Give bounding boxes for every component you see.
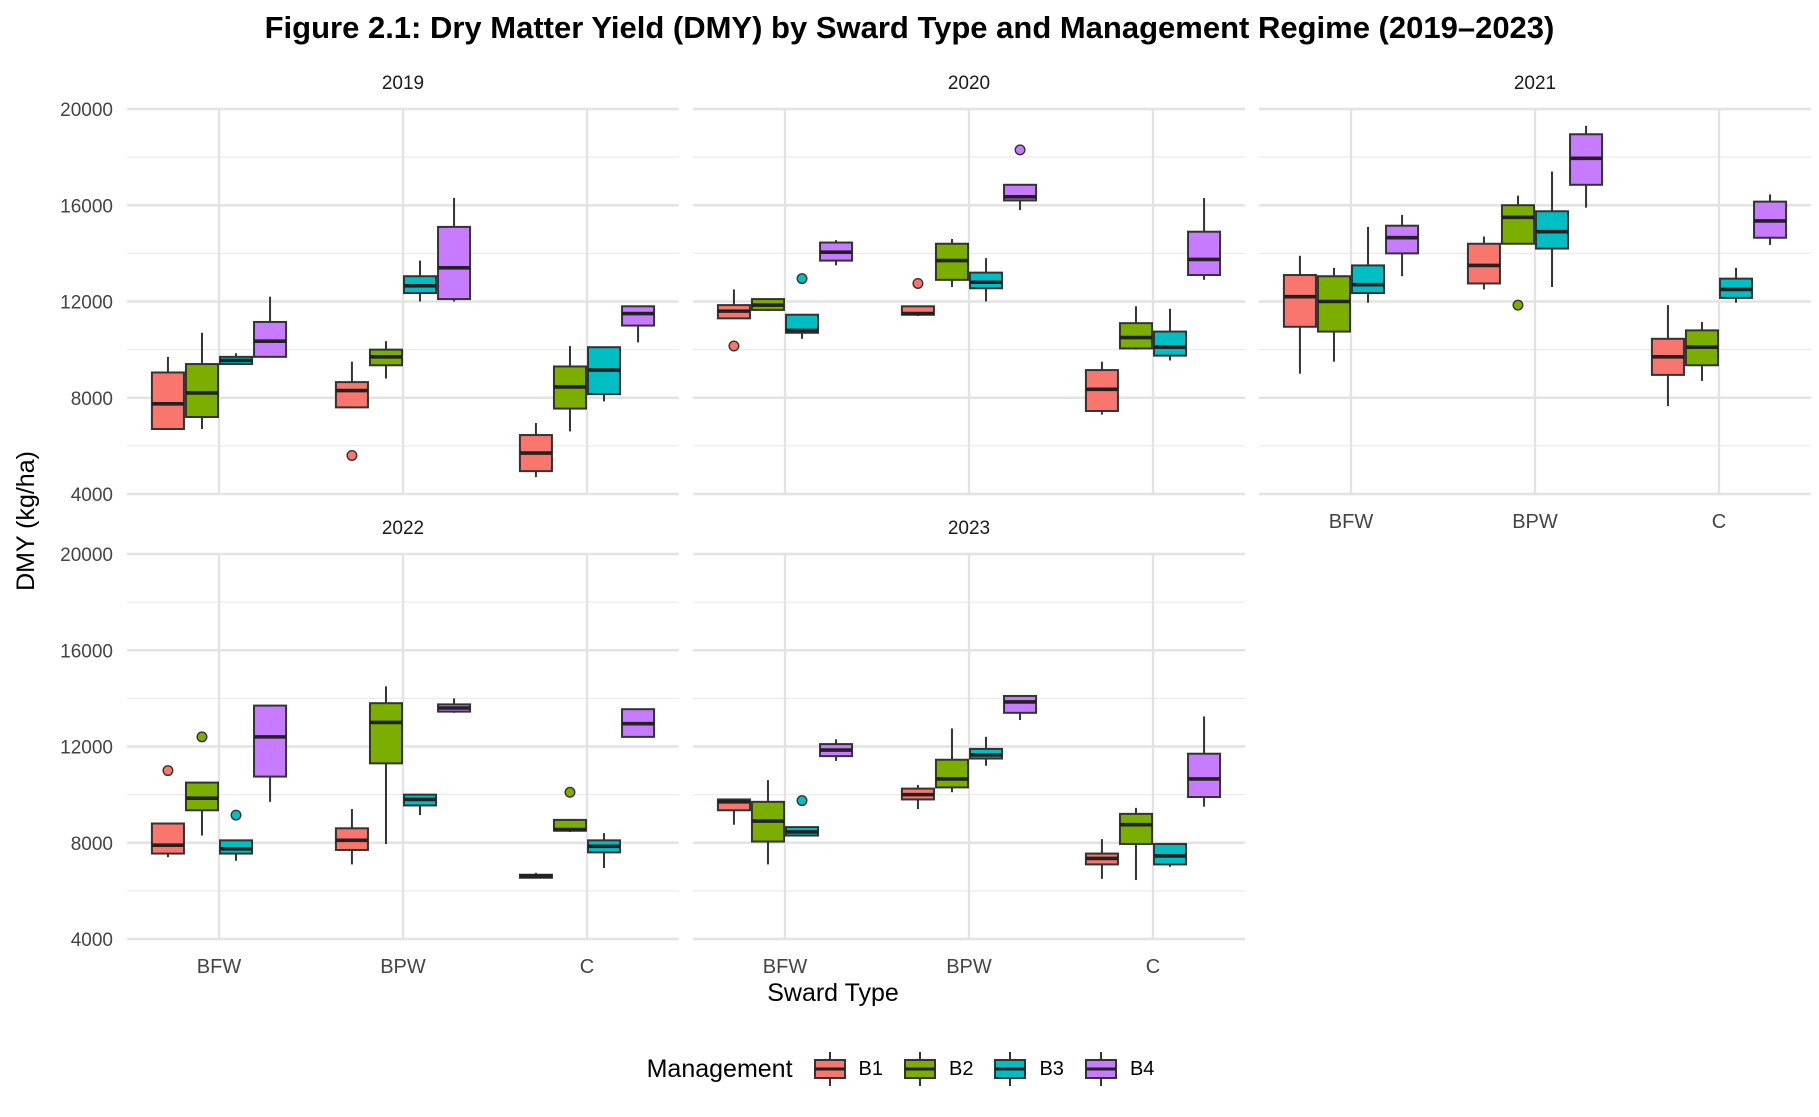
- panel-2023-bpw-b4-box: [1003, 694, 1038, 714]
- panel-2023-bfw-b1-box: [716, 798, 751, 812]
- panel-2020-bpw-b4-outlier: [1014, 144, 1026, 156]
- panel-2019-y-tick-label: 4000: [71, 485, 113, 506]
- panel-2020-strip-label: 2020: [948, 73, 990, 94]
- panel-2021-bfw-b1-box: [1282, 274, 1317, 328]
- x-axis-title: Sward Type: [767, 979, 899, 1007]
- panel-2023-x-tick-label: BPW: [946, 956, 992, 978]
- panel-2022-y-tick-label: 16000: [60, 641, 113, 662]
- y-axis-title: DMY (kg/ha): [12, 451, 40, 591]
- panel-2022-x-tick-label: BPW: [380, 956, 426, 978]
- panel-2021-bpw-b1-box: [1466, 242, 1501, 285]
- panel-2023-c-b3-box: [1153, 842, 1188, 866]
- panel-2022-x-tick-label: BFW: [197, 956, 242, 978]
- panel-2021-x-tick-label: C: [1712, 511, 1726, 533]
- panel-2022-y-tick-label: 12000: [60, 738, 113, 759]
- panel-2022-bfw-b1-box: [150, 822, 185, 855]
- panel-2022-y-tick-label: 4000: [71, 930, 113, 951]
- legend-item-b4: B4: [1082, 1051, 1154, 1087]
- panel-2022-bfw-b2-box: [184, 781, 220, 812]
- panel-2020-bpw-b3-box: [969, 271, 1004, 290]
- legend-key-b3: [994, 1052, 1027, 1086]
- panel-2022-bfw-b3-outlier: [230, 809, 242, 821]
- panel-2019-bfw-b4-box: [253, 320, 288, 358]
- panel-2021-x-tick-label: BFW: [1329, 511, 1374, 533]
- legend-key-b2: [904, 1052, 936, 1086]
- panel-2022-bfw-b1-outlier: [162, 765, 174, 777]
- legend-label-b3: B3: [1039, 1057, 1064, 1080]
- panel-2020-c-b3-box: [1153, 330, 1188, 357]
- legend-item-b2: B2: [901, 1051, 973, 1087]
- panel-2022-y-tick-label: 8000: [71, 834, 113, 855]
- panel-2019-y-tick-label: 20000: [60, 100, 113, 121]
- panel-2023-c-b4-box: [1187, 752, 1222, 799]
- legend-label-b2: B2: [949, 1057, 974, 1080]
- panel-2020-bfw-b3-box: [785, 313, 820, 334]
- panel-2019-bpw-b1-outlier: [346, 450, 358, 462]
- panel-2023-c-b2-box: [1118, 812, 1153, 845]
- legend-item-b1: B1: [811, 1051, 883, 1087]
- panel-2022-strip-label: 2022: [382, 518, 424, 539]
- panel-2019-bfw-b2-box: [184, 363, 220, 418]
- legend: Management B1 B2 B3 B4: [0, 1049, 1819, 1089]
- panel-2021-strip-label: 2021: [1514, 73, 1556, 94]
- panel-2023-bfw-b3-outlier: [796, 795, 808, 807]
- panel-2019-bpw-b1-box: [334, 381, 369, 409]
- panel-2020-bpw-b1-outlier: [912, 277, 924, 289]
- panel-2019-y-tick-label: 16000: [60, 196, 113, 217]
- legend-key-b4: [1084, 1052, 1117, 1086]
- panel-2019-y-tick-label: 12000: [60, 293, 113, 314]
- chart-title: Figure 2.1: Dry Matter Yield (DMY) by Sw…: [264, 10, 1555, 45]
- panel-2021-bfw-b3-box: [1351, 264, 1386, 295]
- panel-2020-bfw-b3-outlier: [796, 273, 808, 285]
- panel-2019-c-b4-box: [621, 305, 656, 327]
- legend-label-b1: B1: [858, 1057, 883, 1080]
- panel-2020-bfw-b1-outlier: [728, 340, 740, 352]
- panel-2021-bpw-b2-outlier: [1512, 299, 1524, 311]
- panel-2019-bfw-b1-box: [150, 371, 185, 431]
- panel-2021-bfw-b4-box: [1385, 224, 1420, 255]
- panel-2022-bfw-b3-box: [219, 839, 254, 855]
- panel-2022-y-tick-label: 20000: [60, 545, 113, 566]
- panel-2022-bfw-b2-outlier: [196, 731, 208, 743]
- panel-2020-c-b4-box: [1187, 230, 1222, 277]
- panel-2021-bpw-b2-box: [1500, 204, 1535, 245]
- panel-2021-bpw-b3-box: [1535, 210, 1570, 250]
- panel-2023-bpw-b2-box: [934, 758, 970, 789]
- panel-2021-x-tick-label: BPW: [1512, 511, 1558, 533]
- panel-2022-c-b2-outlier: [564, 786, 576, 798]
- panel-2023-strip-label: 2023: [948, 518, 990, 539]
- panel-2019-y-tick-label: 8000: [71, 389, 113, 410]
- panel-2022-x-tick-label: C: [580, 956, 594, 978]
- panel-2020-c-b2-box: [1118, 322, 1153, 350]
- panel-2023-x-tick-label: C: [1146, 956, 1160, 978]
- legend-item-b3: B3: [991, 1051, 1064, 1087]
- legend-key-b1: [813, 1052, 846, 1086]
- panel-2019-bpw-b4-box: [437, 225, 472, 301]
- panel-2022-bfw-b4-box: [253, 704, 288, 778]
- panel-2021-bfw-b2-box: [1316, 275, 1351, 333]
- panel-2022-bpw-b2-box: [368, 702, 403, 765]
- legend-label-b4: B4: [1129, 1057, 1155, 1080]
- panel-2019-strip-label: 2019: [382, 73, 424, 94]
- panel-2023-x-tick-label: BFW: [763, 956, 808, 978]
- legend-title: Management: [646, 1054, 793, 1083]
